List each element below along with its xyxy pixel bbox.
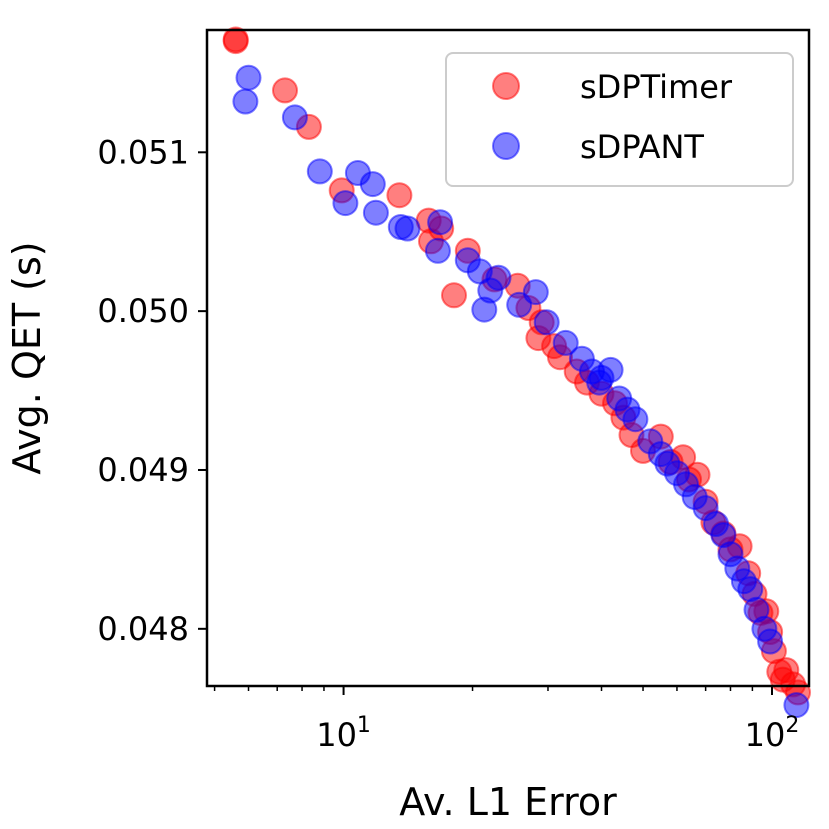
y-axis-title: Avg. QET (s) — [5, 241, 49, 474]
point-sdptimer-10 — [441, 282, 467, 309]
y-tick-label: 0.048 — [97, 610, 189, 648]
legend-label-sdpant: sDPANT — [580, 128, 704, 166]
x-tick-label: 101 — [316, 713, 371, 754]
point-sdpant-2 — [281, 104, 308, 131]
x-axis-title: Av. L1 Error — [399, 780, 617, 824]
point-sdpant-16 — [471, 296, 498, 323]
point-sdpant-19 — [533, 309, 560, 336]
point-sdpant-4 — [332, 190, 359, 217]
point-sdpant-44 — [757, 628, 784, 655]
point-sdpant-20 — [552, 329, 579, 356]
point-sdpant-10 — [427, 209, 454, 236]
axis-ticks: 0.048 0.049 0.050 0.051 101 102 — [97, 133, 799, 754]
point-sdptimer-1 — [222, 28, 249, 55]
point-sdpant-0 — [235, 64, 262, 91]
point-sdpant-1 — [232, 88, 259, 115]
point-sdpant-45 — [783, 692, 810, 719]
point-sdpant-6 — [359, 171, 386, 198]
point-sdpant-25 — [586, 369, 613, 396]
point-sdpant-3 — [306, 158, 333, 185]
point-sdpant-11 — [424, 237, 451, 264]
legend-frame — [445, 52, 794, 187]
legend: sDPTimer sDPANT — [445, 52, 794, 187]
legend-marker-sdpant — [492, 132, 520, 160]
point-sdpant-9 — [394, 215, 421, 242]
legend-label-sdptimer: sDPTimer — [580, 68, 733, 106]
point-sdptimer-5 — [386, 182, 413, 209]
y-tick-label: 0.051 — [97, 133, 189, 171]
point-sdptimer-2 — [272, 77, 298, 104]
point-sdptimer-45 — [769, 666, 796, 693]
point-sdpant-7 — [362, 199, 389, 226]
legend-marker-sdptimer — [492, 72, 520, 100]
point-sdpant-18 — [522, 279, 549, 306]
points-layer — [222, 26, 811, 719]
x-tick-label: 102 — [745, 713, 800, 754]
point-sdpant-15 — [485, 264, 512, 291]
y-tick-label: 0.050 — [97, 292, 189, 330]
point-sdpant-28 — [622, 406, 649, 433]
plot-frame — [205, 28, 811, 688]
y-tick-label: 0.049 — [97, 451, 189, 489]
